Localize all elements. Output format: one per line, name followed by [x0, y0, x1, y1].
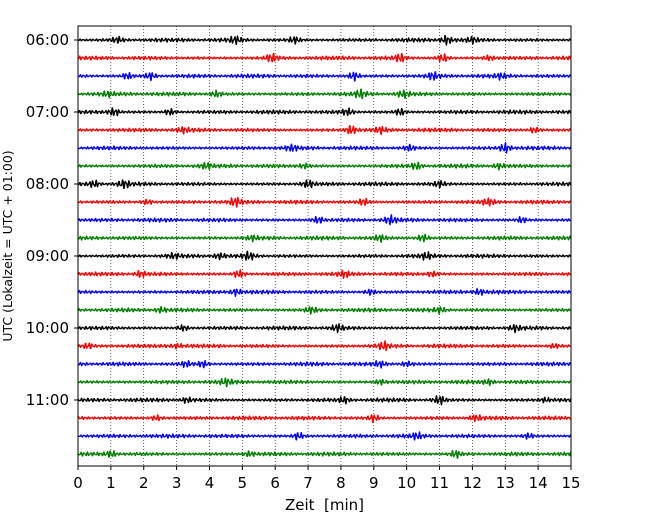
y-tick-label: 09:00 — [26, 247, 69, 265]
vertical-grid — [110, 26, 539, 466]
trace-08:15 — [77, 196, 572, 208]
x-tick-label: 14 — [529, 474, 548, 492]
y-tick-label: 11:00 — [26, 391, 69, 409]
trace-10:15 — [77, 340, 572, 352]
x-tick-label: 15 — [561, 474, 580, 492]
x-tick-label: 2 — [139, 474, 149, 492]
trace-10:30 — [77, 359, 572, 369]
trace-11:15 — [77, 414, 572, 423]
x-tick-label: 3 — [172, 474, 182, 492]
trace-rows — [77, 34, 572, 459]
trace-10:45 — [77, 377, 572, 388]
trace-08:00 — [77, 179, 572, 189]
trace-06:45 — [77, 88, 572, 100]
trace-11:45 — [77, 449, 572, 459]
x-axis-label: Zeit [min] — [285, 496, 364, 514]
x-tick-label: 13 — [496, 474, 515, 492]
trace-06:30 — [77, 71, 572, 82]
x-tick-label: 6 — [270, 474, 280, 492]
trace-09:45 — [77, 305, 572, 315]
y-tick-label: 07:00 — [26, 103, 69, 121]
y-tick-label: 10:00 — [26, 319, 69, 337]
x-tick-label: 1 — [106, 474, 116, 492]
trace-07:30 — [77, 142, 572, 154]
x-tick-label: 7 — [303, 474, 313, 492]
trace-08:30 — [77, 214, 572, 226]
trace-06:15 — [77, 52, 572, 63]
trace-07:15 — [77, 124, 572, 136]
trace-10:00 — [77, 323, 572, 334]
x-tick-label: 5 — [238, 474, 248, 492]
x-tick-label: 9 — [369, 474, 379, 492]
x-tick-label: 12 — [463, 474, 482, 492]
y-axis-label: UTC (Lokalzeit = UTC + 01:00) — [0, 150, 15, 341]
trace-07:45 — [77, 161, 572, 171]
x-tick-label: 8 — [336, 474, 346, 492]
y-tick-label: 08:00 — [26, 175, 69, 193]
trace-09:15 — [77, 269, 572, 279]
x-tick-label: 11 — [430, 474, 449, 492]
x-tick-label: 4 — [205, 474, 215, 492]
y-axis-ticks: 06:00 07:00 08:00 09:00 10:00 11:00 — [26, 31, 78, 409]
trace-07:00 — [77, 107, 572, 117]
trace-09:00 — [77, 250, 572, 261]
trace-06:00 — [77, 34, 572, 46]
trace-11:00 — [77, 395, 572, 406]
x-tick-label: 0 — [73, 474, 83, 492]
x-tick-label: 10 — [397, 474, 416, 492]
trace-08:45 — [77, 233, 572, 243]
y-tick-label: 06:00 — [26, 31, 69, 49]
x-axis-ticks: 0 1 2 3 4 5 6 7 8 9 10 11 12 13 14 15 — [73, 466, 581, 492]
plot-background — [78, 26, 571, 466]
trace-09:30 — [77, 287, 572, 297]
trace-11:30 — [77, 431, 572, 441]
plot-frame — [77, 25, 572, 467]
